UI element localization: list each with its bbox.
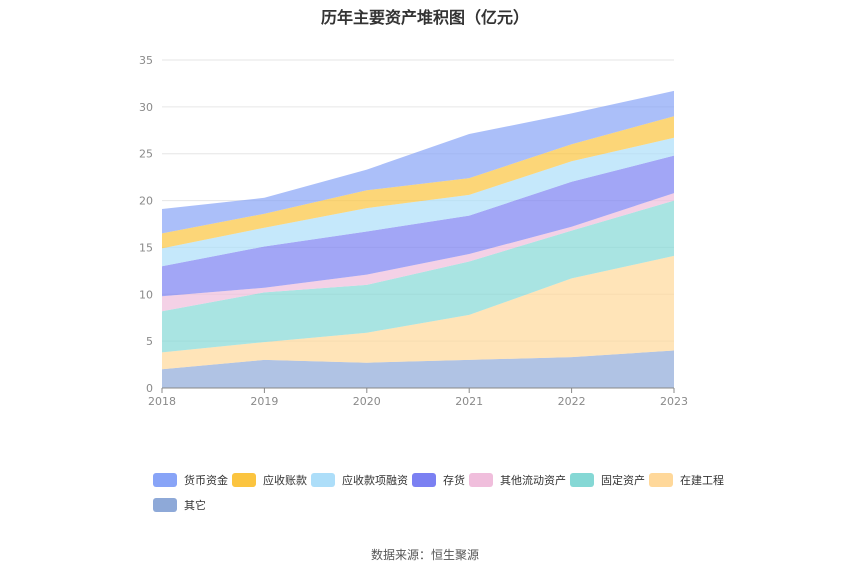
legend-swatch (412, 473, 436, 487)
legend-label: 存货 (443, 474, 465, 487)
x-tick-label: 2020 (353, 395, 381, 408)
legend-swatch (649, 473, 673, 487)
area-series-5 (162, 137, 674, 267)
legend-item[interactable]: 在建工程 (649, 472, 724, 488)
stacked-area-chart: 0 5 10 15 20 25 30 35 2018 2019 2020 2021 2022 2023 (139, 54, 688, 408)
area-series-2 (162, 200, 674, 353)
y-tick-label: 35 (139, 54, 153, 67)
chart-title: 历年主要资产堆积图（亿元） (320, 8, 529, 27)
legend-label: 应收款项融资 (342, 474, 408, 487)
area-series-0 (162, 350, 674, 388)
legend-label: 货币资金 (184, 474, 228, 487)
legend-item[interactable]: 存货 (412, 472, 465, 488)
area-series-1 (162, 255, 674, 370)
legend-item[interactable]: 其他流动资产 (469, 472, 566, 488)
x-tick-label: 2018 (148, 395, 176, 408)
legend-item[interactable]: 货币资金 (153, 472, 228, 488)
y-tick-label: 15 (139, 241, 153, 254)
legend-swatch (469, 473, 493, 487)
x-tick-label: 2022 (558, 395, 586, 408)
x-tick-label: 2019 (250, 395, 278, 408)
y-tick-label: 25 (139, 148, 153, 161)
legend-label: 其它 (184, 499, 206, 512)
y-tick-label: 10 (139, 288, 153, 301)
legend-label: 在建工程 (680, 474, 724, 487)
legend-item[interactable]: 固定资产 (570, 472, 645, 488)
area-series-3 (162, 193, 674, 312)
legend-item[interactable]: 应收账款 (232, 472, 307, 488)
legend-label: 其他流动资产 (500, 474, 566, 487)
chart-legend: 货币资金 应收账款 应收款项融资 存货 其他流动资产 固定资产 在建工程其它 (153, 472, 733, 522)
x-tick-label: 2023 (660, 395, 688, 408)
data-source: 数据来源：恒生聚源 (370, 548, 479, 562)
y-tick-label: 0 (146, 382, 153, 395)
legend-swatch (311, 473, 335, 487)
legend-swatch (153, 473, 177, 487)
y-tick-label: 5 (146, 335, 153, 348)
y-tick-label: 20 (139, 195, 153, 208)
area-series-4 (162, 155, 674, 297)
legend-label: 固定资产 (601, 474, 645, 487)
area-series-7 (162, 90, 674, 234)
legend-swatch (153, 498, 177, 512)
legend-item[interactable]: 其它 (153, 497, 206, 513)
legend-item[interactable]: 应收款项融资 (311, 472, 408, 488)
x-tick-label: 2021 (455, 395, 483, 408)
legend-label: 应收账款 (263, 474, 307, 487)
legend-swatch (232, 473, 256, 487)
y-tick-label: 30 (139, 101, 153, 114)
area-series-6 (162, 116, 674, 249)
legend-swatch (570, 473, 594, 487)
